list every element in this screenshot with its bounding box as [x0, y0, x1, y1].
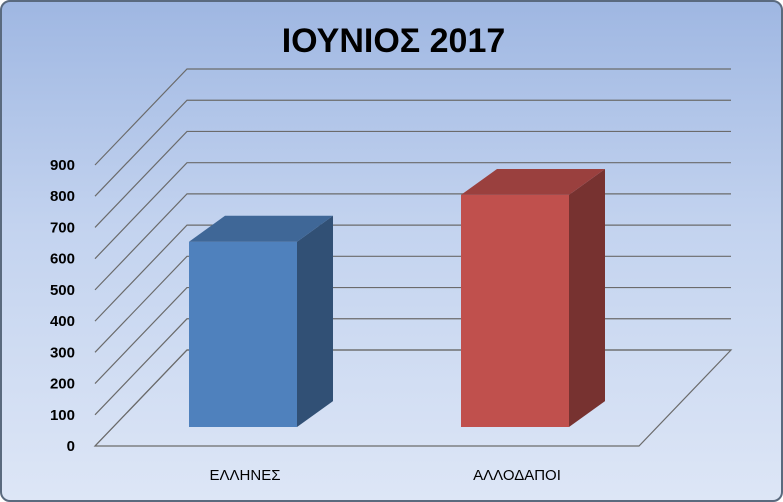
bar-front: [461, 194, 569, 427]
y-tick-label: 700: [50, 219, 75, 236]
x-tick-label: ΕΛΛΗΝΕΣ: [210, 467, 281, 484]
gridline: [94, 68, 731, 166]
y-tick-label: 800: [50, 188, 75, 205]
y-tick-label: 0: [67, 438, 75, 455]
bar-side: [569, 168, 605, 428]
chart-title: ΙΟΥΝΙΟΣ 2017: [281, 22, 506, 60]
y-tick-label: 600: [50, 251, 75, 268]
gridline: [94, 99, 731, 197]
gridline: [94, 162, 731, 260]
y-tick-label: 900: [50, 157, 75, 174]
bar-2: [461, 168, 605, 428]
bar-front: [189, 241, 297, 427]
gridline: [94, 130, 731, 228]
bar-1: [189, 215, 333, 427]
bar-top: [189, 215, 333, 242]
y-tick-label: 300: [50, 344, 75, 361]
bar-side: [297, 215, 333, 427]
y-tick-label: 200: [50, 376, 75, 393]
x-tick-label: ΑΛΛΟΔΑΠΟΙ: [473, 467, 561, 484]
y-tick-label: 500: [50, 282, 75, 299]
y-tick-label: 100: [50, 407, 75, 424]
bar-top: [461, 168, 605, 195]
y-tick-label: 400: [50, 313, 75, 330]
